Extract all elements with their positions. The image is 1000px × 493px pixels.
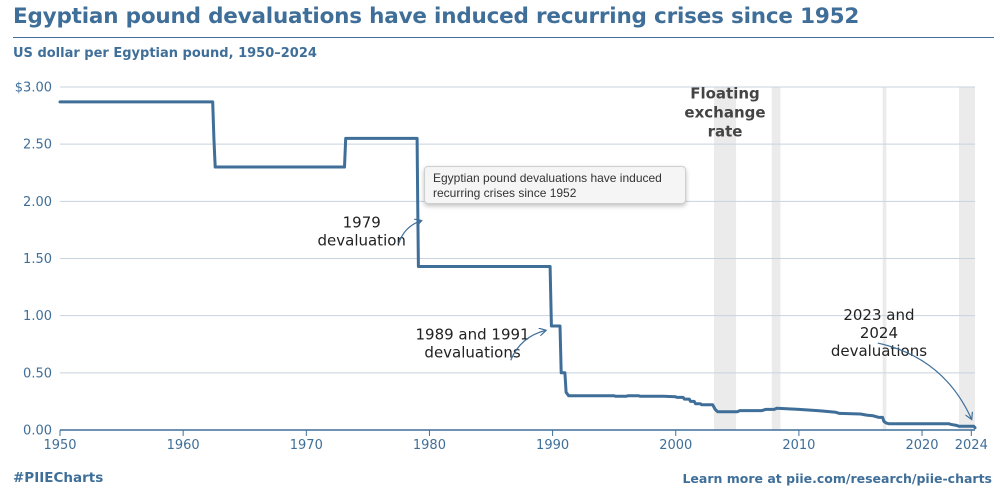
x-tick-label: 1980 [413, 438, 446, 453]
x-tick-label: 2024 [955, 438, 988, 453]
annotation-line: devaluations [424, 344, 520, 362]
chart-subtitle: US dollar per Egyptian pound, 1950–2024 [13, 46, 317, 61]
annotation-line: exchange [684, 103, 765, 121]
y-tick-label: $3.00 [15, 81, 52, 96]
y-tick-label: 1.50 [23, 252, 52, 267]
y-tick-label: 2.50 [23, 138, 52, 153]
x-tick-label: 1960 [167, 438, 200, 453]
series-group [58, 100, 977, 430]
annotation-arrow [398, 221, 421, 244]
annotation-label: 1989 and 1991 devaluations [415, 326, 529, 362]
y-tick-label: 0.00 [23, 424, 52, 439]
annotation-arrow [510, 331, 546, 361]
title-divider [13, 37, 994, 38]
x-axis: 1950 1960 1970 1980 1990 2000 2010 2020 2024 [43, 429, 988, 453]
annotation-line: 2023 and [843, 306, 914, 324]
annotation-label: 2023 and 2024 devaluations [831, 306, 927, 360]
y-tick-label: 1.00 [23, 309, 52, 324]
tooltip: Egyptian pound devaluations have induced… [424, 166, 686, 204]
annotation-line: Floating [690, 84, 760, 102]
y-tick-label: 2.00 [23, 195, 52, 210]
x-tick-label: 2010 [782, 438, 815, 453]
x-tick-label: 1990 [536, 438, 569, 453]
y-axis: 0.00 0.50 1.00 1.50 2.00 2.50 $3.00 [15, 81, 52, 439]
annotation-arrow [877, 342, 972, 419]
annotation-line: 2024 [860, 324, 898, 342]
annotation-line: devaluation [318, 232, 406, 250]
x-tick-label: 2020 [905, 438, 938, 453]
tooltip-line-2: recurring crises since 1952 [433, 186, 577, 200]
annotation-line: devaluations [831, 342, 927, 360]
annotation-label: 1979 devaluation [318, 214, 406, 250]
x-tick-label: 2000 [659, 438, 692, 453]
y-tick-label: 0.50 [23, 366, 52, 381]
annotations: Floating exchange rate 1979 devaluation 1989 … [318, 84, 972, 418]
x-tick-label: 1970 [290, 438, 323, 453]
annotation-line: 1979 [343, 214, 381, 232]
annotation-label: Floating exchange rate [684, 84, 765, 140]
tooltip-line-1: Egyptian pound devaluations have induced [433, 171, 662, 185]
hashtag-label: #PIIECharts [13, 470, 104, 486]
chart-title: Egyptian pound devaluations have induced… [13, 4, 860, 29]
x-tick-label: 1950 [43, 438, 76, 453]
series-line-0 [58, 100, 977, 430]
annotation-line: rate [708, 122, 743, 140]
learn-more-link[interactable]: Learn more at piie.com/research/piie-cha… [682, 471, 992, 486]
annotation-line: 1989 and 1991 [415, 326, 529, 344]
